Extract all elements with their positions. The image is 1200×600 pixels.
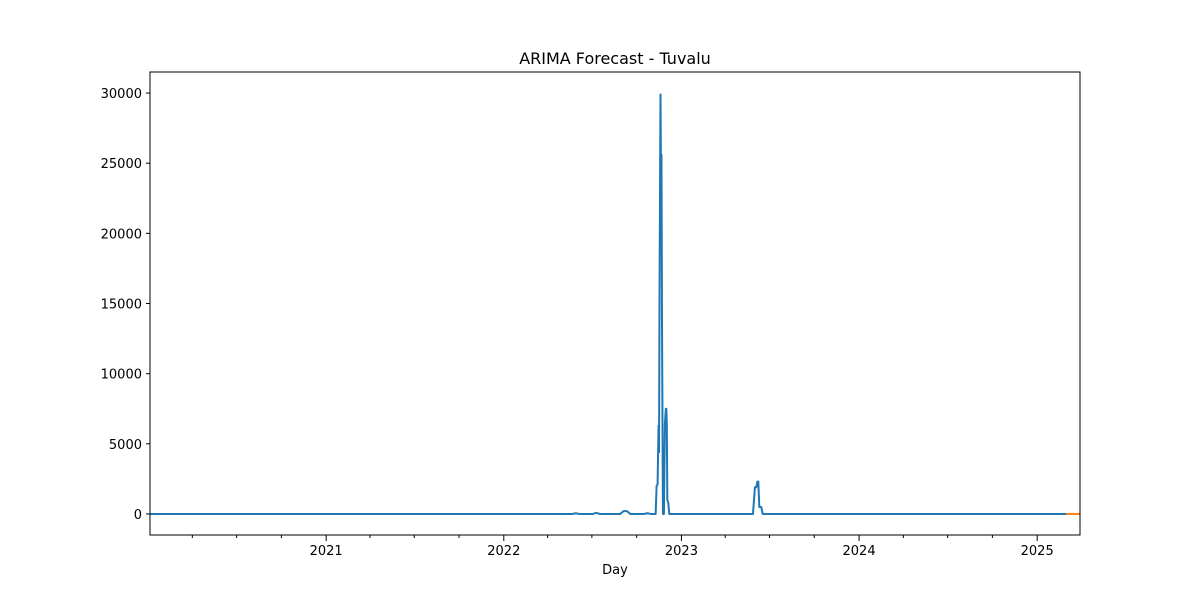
- x-tick-label: 2021: [310, 544, 343, 559]
- x-tick-label: 2025: [1021, 544, 1054, 559]
- x-tick-label: 2024: [843, 544, 876, 559]
- y-axis: 0 5000 10000 15000 20000 25000 30000: [101, 87, 150, 523]
- y-tick-label: 15000: [101, 298, 142, 313]
- x-axis: 2021 2022 2023 2024 2025: [191, 535, 1054, 559]
- y-tick-label: 20000: [101, 227, 142, 242]
- chart-title: ARIMA Forecast - Tuvalu: [519, 49, 711, 68]
- x-tick-label: 2023: [665, 544, 698, 559]
- y-tick-label: 30000: [101, 87, 142, 102]
- y-tick-label: 0: [134, 508, 142, 523]
- y-tick-label: 5000: [109, 438, 142, 453]
- x-axis-label: Day: [602, 563, 628, 578]
- plot-area: [149, 71, 1081, 536]
- y-tick-label: 10000: [101, 368, 142, 383]
- x-tick-label: 2022: [487, 544, 520, 559]
- series-line-1: [150, 93, 1067, 515]
- plot-frame: [149, 71, 1081, 536]
- y-tick-label: 25000: [101, 157, 142, 172]
